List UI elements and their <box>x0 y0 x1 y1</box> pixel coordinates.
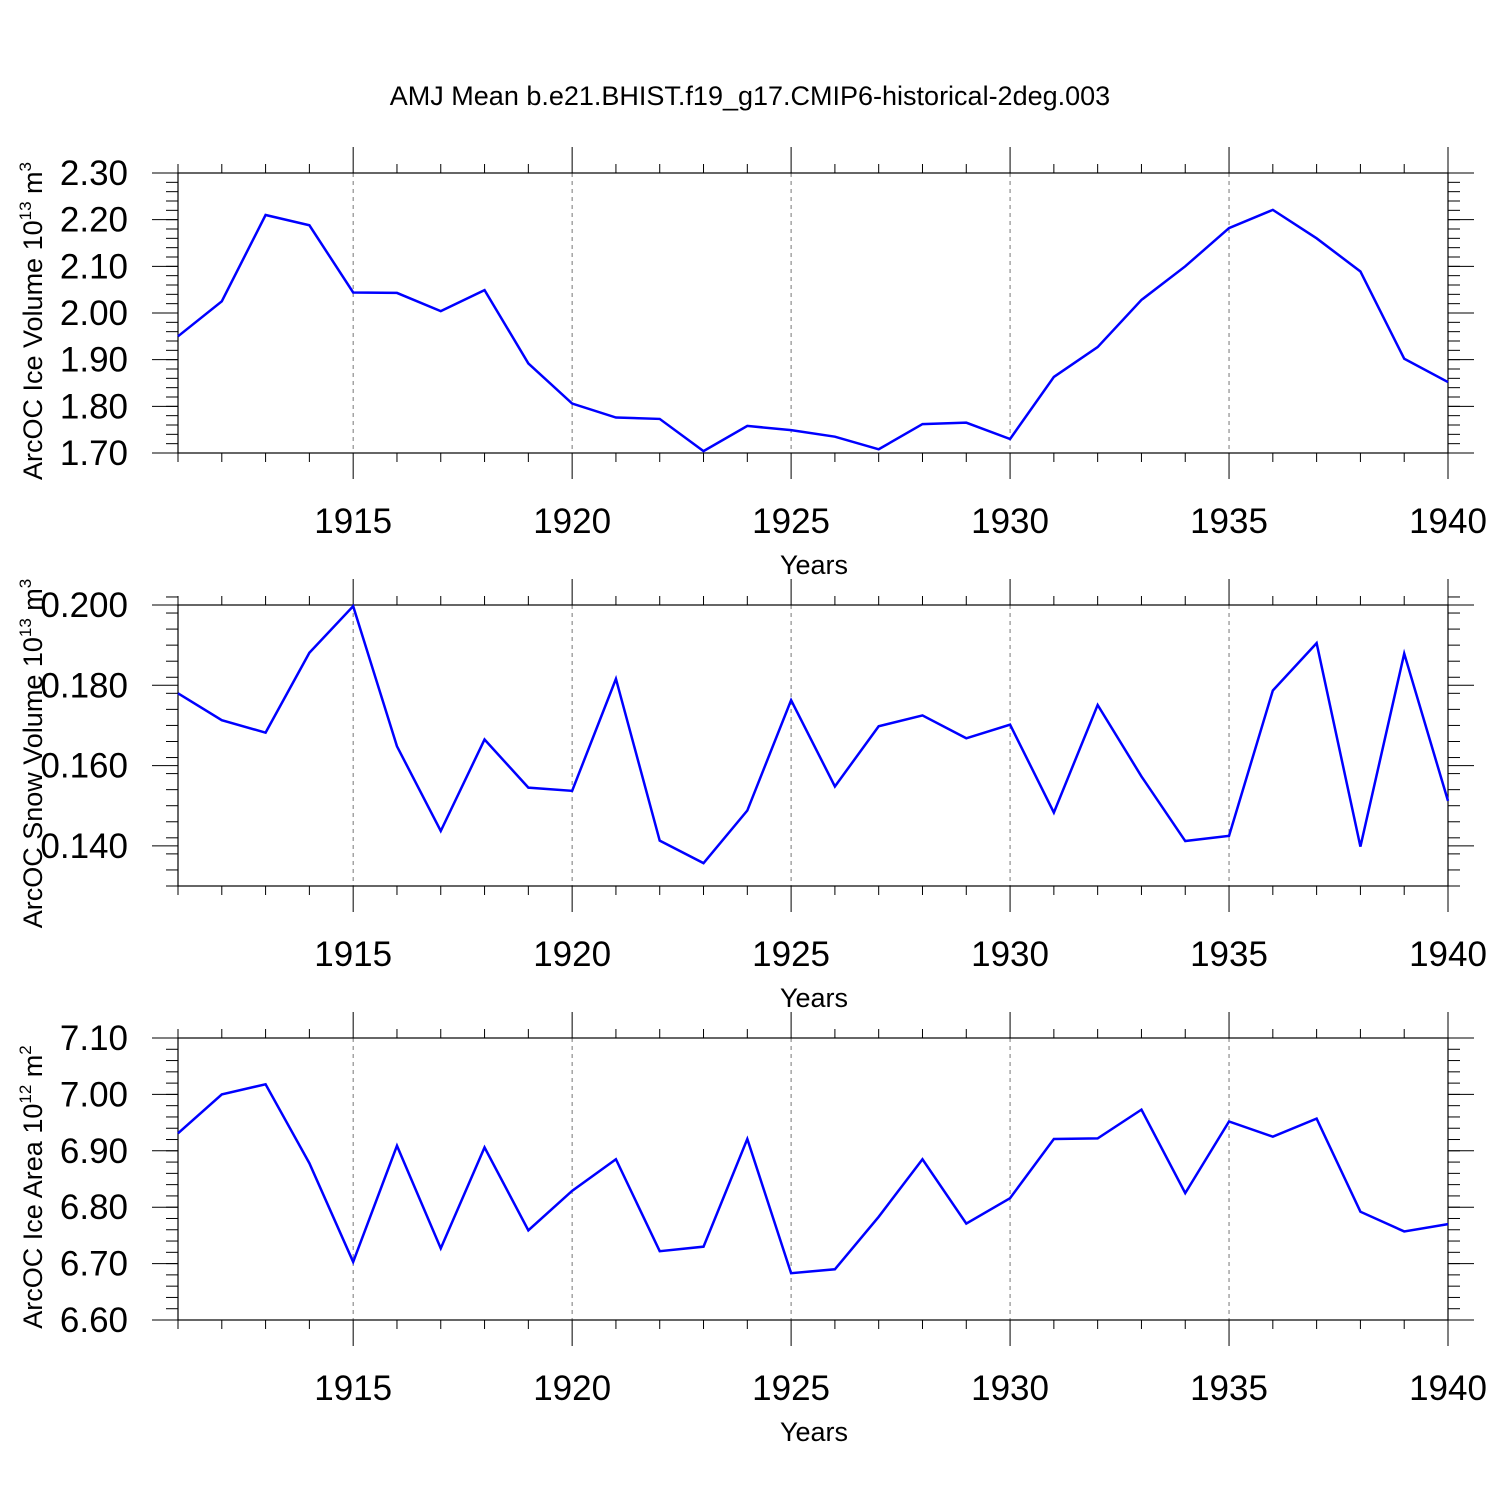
y-tick-label: 1.90 <box>60 341 128 380</box>
x-axis-label: Years <box>780 1417 848 1447</box>
x-tick-label: 1925 <box>752 1369 830 1408</box>
x-axis-label: Years <box>780 983 848 1013</box>
x-tick-label: 1940 <box>1409 1369 1487 1408</box>
x-tick-label: 1920 <box>533 502 611 541</box>
series-line <box>177 603 1450 865</box>
x-tick-label: 1935 <box>1190 502 1268 541</box>
y-tick-label: 0.180 <box>40 666 128 705</box>
y-tick-label: 7.10 <box>60 1019 128 1058</box>
y-tick-label: 6.70 <box>60 1245 128 1284</box>
y-axis-label: ArcOC Ice Area 1012 m2 <box>16 1045 48 1329</box>
y-tick-label: 6.80 <box>60 1188 128 1227</box>
panel-2: 1915 1920 1925 1930 1935 1940 0.140 0.160 0.180 0… <box>16 579 1487 1013</box>
y-tick-label: 6.90 <box>60 1132 128 1171</box>
chart-title: AMJ Mean b.e21.BHIST.f19_g17.CMIP6-histo… <box>390 81 1110 111</box>
panel-3: 1915 1920 1925 1930 1935 1940 6.60 6.70 6.80 6.90… <box>16 1012 1487 1447</box>
y-tick-label: 0.140 <box>40 827 128 866</box>
x-axis-label: Years <box>780 550 848 580</box>
x-tick-label: 1920 <box>533 935 611 974</box>
series-line <box>177 208 1449 453</box>
x-tick-label: 1915 <box>314 1369 392 1408</box>
x-tick-label: 1930 <box>971 1369 1049 1408</box>
plot-frame <box>177 172 1449 454</box>
x-tick-label: 1940 <box>1409 502 1487 541</box>
y-axis-label: ArcOC Ice Volume 1013 m3 <box>16 162 48 480</box>
x-tick-label: 1930 <box>971 935 1049 974</box>
x-tick-label: 1930 <box>971 502 1049 541</box>
y-axis-label: ArcOC Snow Volume 1013 m3 <box>16 579 48 929</box>
x-tick-label: 1935 <box>1190 935 1268 974</box>
x-tick-label: 1935 <box>1190 1369 1268 1408</box>
y-tick-label: 1.80 <box>60 387 128 426</box>
y-tick-label: 0.200 <box>40 586 128 625</box>
chart-panels: 1915 1920 1925 1930 1935 1940 1.70 1.80 1.90 2.00… <box>16 147 1487 1447</box>
y-tick-label: 2.20 <box>60 201 128 240</box>
plot-frame <box>177 604 1449 887</box>
x-tick-label: 1915 <box>314 502 392 541</box>
y-tick-label: 1.70 <box>60 434 128 473</box>
x-tick-label: 1920 <box>533 1369 611 1408</box>
x-tick-label: 1925 <box>752 935 830 974</box>
plot-frame <box>177 1037 1449 1321</box>
y-tick-label: 2.10 <box>60 247 128 286</box>
y-tick-label: 7.00 <box>60 1075 128 1114</box>
x-tick-label: 1940 <box>1409 935 1487 974</box>
x-tick-label: 1925 <box>752 502 830 541</box>
y-tick-label: 0.160 <box>40 747 128 786</box>
series-line <box>177 1082 1449 1275</box>
y-tick-label: 2.00 <box>60 294 128 333</box>
y-tick-label: 2.30 <box>60 154 128 193</box>
y-tick-label: 6.60 <box>60 1301 128 1340</box>
panel-1: 1915 1920 1925 1930 1935 1940 1.70 1.80 1.90 2.00… <box>16 147 1487 580</box>
x-tick-label: 1915 <box>314 935 392 974</box>
